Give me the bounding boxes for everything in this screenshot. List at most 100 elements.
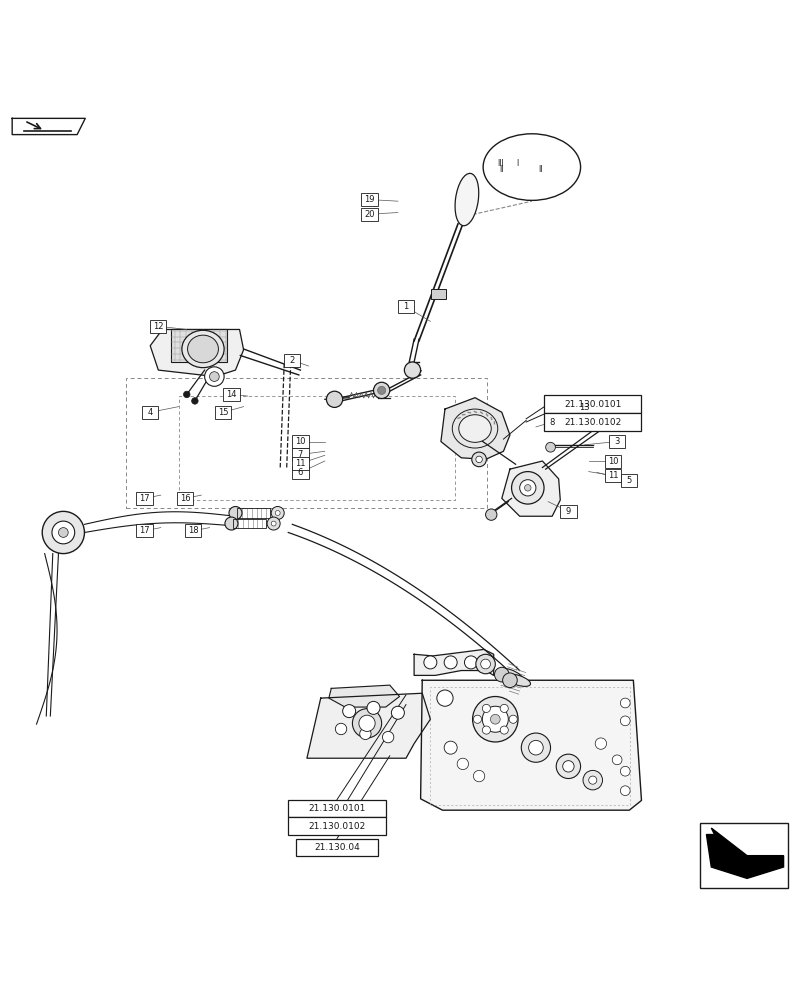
Bar bbox=[292, 448, 308, 461]
Text: 19: 19 bbox=[364, 195, 374, 204]
Circle shape bbox=[482, 704, 490, 712]
Ellipse shape bbox=[458, 415, 491, 442]
Circle shape bbox=[373, 382, 389, 398]
Bar bbox=[177, 492, 193, 505]
Bar bbox=[397, 300, 414, 313]
Circle shape bbox=[556, 754, 580, 779]
Text: 3: 3 bbox=[614, 437, 619, 446]
Circle shape bbox=[473, 715, 481, 723]
Circle shape bbox=[225, 517, 238, 530]
Text: 2: 2 bbox=[290, 356, 294, 365]
Text: II: II bbox=[498, 165, 503, 174]
Circle shape bbox=[271, 506, 284, 519]
Circle shape bbox=[485, 509, 496, 520]
Circle shape bbox=[58, 528, 68, 537]
Text: II: II bbox=[538, 165, 543, 174]
Circle shape bbox=[275, 511, 280, 515]
Text: 10: 10 bbox=[607, 457, 617, 466]
Bar bbox=[292, 457, 308, 470]
Text: 9: 9 bbox=[565, 507, 570, 516]
Polygon shape bbox=[706, 828, 783, 878]
Text: 11: 11 bbox=[607, 471, 617, 480]
Ellipse shape bbox=[505, 674, 530, 686]
Circle shape bbox=[620, 766, 629, 776]
Circle shape bbox=[444, 741, 457, 754]
Circle shape bbox=[457, 758, 468, 770]
Circle shape bbox=[472, 697, 517, 742]
Circle shape bbox=[620, 698, 629, 708]
Circle shape bbox=[342, 705, 355, 718]
Bar bbox=[136, 492, 152, 505]
Circle shape bbox=[490, 714, 500, 724]
Text: 21.130.0101: 21.130.0101 bbox=[308, 804, 365, 813]
Polygon shape bbox=[328, 685, 399, 707]
Circle shape bbox=[475, 456, 482, 463]
Circle shape bbox=[42, 511, 84, 554]
Circle shape bbox=[52, 521, 75, 544]
Circle shape bbox=[480, 659, 490, 669]
Ellipse shape bbox=[483, 134, 580, 200]
Circle shape bbox=[367, 701, 380, 714]
Circle shape bbox=[471, 452, 486, 467]
Text: 13: 13 bbox=[578, 403, 590, 412]
Circle shape bbox=[326, 391, 342, 407]
Text: 21.130.0102: 21.130.0102 bbox=[308, 822, 365, 831]
Ellipse shape bbox=[187, 335, 218, 363]
Bar bbox=[126, 378, 487, 508]
Bar bbox=[223, 388, 239, 401]
Circle shape bbox=[588, 776, 596, 784]
Bar bbox=[284, 354, 300, 367]
Bar bbox=[296, 839, 377, 856]
Bar bbox=[543, 413, 641, 431]
Text: 20: 20 bbox=[364, 210, 374, 219]
Bar bbox=[620, 474, 637, 487]
Text: 21.130.04: 21.130.04 bbox=[314, 843, 359, 852]
Bar bbox=[361, 208, 377, 221]
Circle shape bbox=[508, 715, 517, 723]
Bar bbox=[430, 687, 629, 805]
Circle shape bbox=[494, 667, 508, 682]
Text: 15: 15 bbox=[218, 408, 228, 417]
Text: 11: 11 bbox=[295, 459, 305, 468]
Circle shape bbox=[562, 761, 573, 772]
Text: 12: 12 bbox=[153, 322, 163, 331]
Polygon shape bbox=[12, 118, 85, 135]
Circle shape bbox=[519, 480, 535, 496]
Text: 5: 5 bbox=[626, 476, 631, 485]
Circle shape bbox=[524, 485, 530, 491]
Bar bbox=[604, 455, 620, 468]
Circle shape bbox=[377, 386, 385, 394]
Text: 1: 1 bbox=[403, 302, 408, 311]
Text: 7: 7 bbox=[298, 450, 303, 459]
Text: 4: 4 bbox=[148, 408, 152, 417]
Circle shape bbox=[352, 709, 381, 738]
Circle shape bbox=[482, 706, 508, 732]
Circle shape bbox=[500, 704, 508, 712]
Bar bbox=[215, 406, 231, 419]
Circle shape bbox=[594, 738, 606, 749]
Circle shape bbox=[271, 521, 276, 526]
Circle shape bbox=[464, 656, 477, 669]
Circle shape bbox=[358, 715, 375, 731]
Bar bbox=[288, 817, 385, 835]
Bar bbox=[170, 329, 227, 362]
Bar bbox=[233, 519, 265, 528]
Bar bbox=[604, 469, 620, 482]
Bar bbox=[543, 395, 641, 413]
Text: 6: 6 bbox=[298, 468, 303, 477]
Bar bbox=[292, 466, 308, 479]
Bar bbox=[431, 289, 445, 299]
Circle shape bbox=[444, 656, 457, 669]
Circle shape bbox=[611, 755, 621, 765]
Polygon shape bbox=[501, 461, 560, 516]
Circle shape bbox=[620, 716, 629, 726]
Text: 16: 16 bbox=[179, 494, 191, 503]
Bar bbox=[178, 396, 454, 500]
Polygon shape bbox=[307, 693, 430, 758]
Circle shape bbox=[436, 690, 453, 706]
Text: 21.130.0102: 21.130.0102 bbox=[564, 418, 620, 427]
Circle shape bbox=[473, 770, 484, 782]
Circle shape bbox=[528, 740, 543, 755]
Polygon shape bbox=[150, 329, 243, 377]
Bar bbox=[136, 524, 152, 537]
